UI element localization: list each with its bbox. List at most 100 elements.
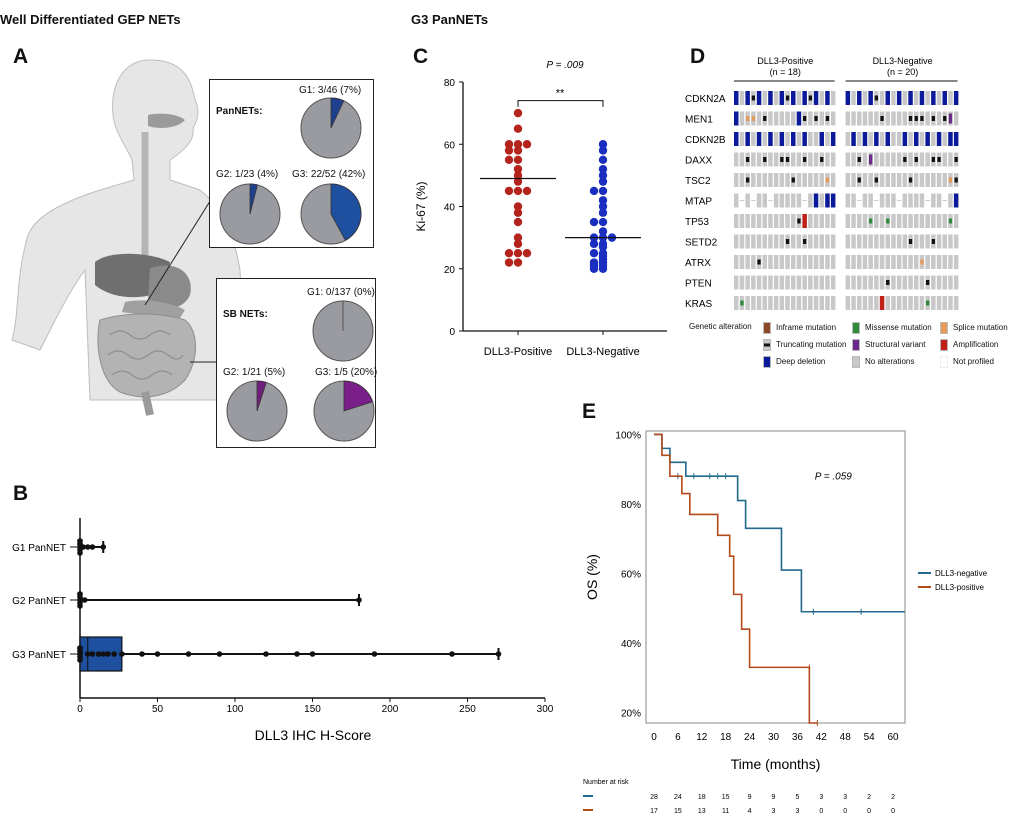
mark-truncating	[785, 157, 790, 162]
oncoprint-cell	[734, 173, 739, 187]
oncoprint-cell	[868, 234, 873, 249]
mark-truncating	[943, 116, 947, 121]
x-tick-label: 0	[651, 732, 657, 743]
oncoprint-cell	[902, 132, 908, 146]
mark-truncating	[763, 157, 767, 162]
mark-truncating	[825, 116, 830, 121]
y-tick-label: 40%	[621, 639, 641, 650]
mark-truncating	[920, 116, 924, 121]
oncoprint-cell	[868, 173, 873, 187]
oncoprint-cell	[739, 91, 745, 105]
oncoprint-cell	[879, 214, 885, 228]
oncoprint-cell	[896, 152, 902, 167]
mark-truncating	[803, 239, 807, 244]
data-point	[598, 177, 608, 186]
mark-splice	[751, 116, 755, 121]
risk-count: 0	[843, 808, 847, 815]
pie-pan-g1	[300, 97, 362, 159]
oncoprint-cell	[762, 234, 767, 249]
mark-truncating	[886, 280, 890, 285]
oncoprint-cell	[868, 296, 873, 310]
legend-label: Deep deletion	[776, 357, 826, 367]
oncoprint-cell	[773, 132, 779, 146]
x-tick-label: 12	[696, 732, 708, 743]
oncoprint-cell	[953, 91, 959, 105]
oncoprint-cell	[779, 91, 785, 105]
pie-label-pan-g1: G1: 3/46 (7%)	[299, 85, 362, 96]
data-point	[100, 651, 107, 657]
oncoprint-cell	[936, 214, 942, 228]
oncoprint-cell	[802, 275, 807, 290]
oncoprint-cell	[908, 132, 913, 146]
oncoprint-cell	[857, 111, 862, 126]
oncoprint-cell	[862, 91, 868, 105]
oncoprint-cell	[953, 214, 959, 228]
oncoprint-cell	[785, 193, 790, 208]
mark-splice	[825, 177, 830, 183]
oncoprint-cell	[902, 234, 908, 249]
oncoprint-cell	[791, 214, 796, 228]
oncoprint-cell	[885, 193, 890, 208]
group-name: DLL3-Positive	[757, 56, 813, 66]
data-point	[513, 155, 523, 165]
oncoprint-cell	[919, 193, 925, 208]
oncoprint-cell	[851, 275, 856, 290]
oncoprint-cell	[813, 193, 819, 208]
oncoprint-cell	[857, 296, 862, 310]
gene-label: MTAP	[685, 197, 712, 208]
oncoprint-cell	[825, 255, 830, 269]
oncoprint-cell	[896, 132, 902, 146]
mark-truncating	[857, 157, 861, 162]
pie-slice	[249, 183, 258, 215]
oncoprint-cell	[745, 234, 750, 249]
oncoprint-cell	[830, 91, 836, 105]
legend-label: DLL3-positive	[935, 583, 984, 592]
data-point	[598, 264, 608, 273]
legend-not-profiled: Not profiled	[940, 356, 994, 368]
gene-label: PTEN	[685, 279, 712, 290]
mark-truncating	[820, 157, 824, 162]
legend-label: No alterations	[865, 357, 915, 367]
oncoprint-cell	[808, 152, 813, 167]
oncoprint-cell	[756, 234, 762, 249]
data-point	[598, 155, 608, 165]
oncoprint-cell	[845, 255, 851, 269]
oncoprint-cell	[902, 255, 908, 269]
oncoprint-cell	[914, 132, 919, 146]
oncoprint-cell	[734, 296, 739, 310]
oncoprint-cell	[885, 234, 890, 249]
oncoprint-cell	[762, 193, 767, 208]
data-point	[513, 140, 523, 149]
data-point	[513, 146, 523, 155]
oncoprint-cell	[919, 234, 925, 249]
oncoprint-cell	[779, 193, 785, 208]
oncoprint-cell	[785, 275, 790, 290]
oncoprint-cell	[914, 91, 919, 105]
data-point	[105, 651, 111, 657]
risk-count: 17	[650, 808, 658, 815]
data-point	[495, 651, 502, 657]
legend-label: Missense mutation	[865, 323, 932, 333]
oncoprint-cell	[862, 193, 868, 208]
oncoprint-cell	[845, 275, 851, 290]
oncoprint-cell	[925, 173, 930, 187]
oncoprint-cell	[879, 173, 885, 187]
y-axis-title: OS (%)	[584, 554, 600, 600]
oncoprint-cell	[896, 91, 902, 105]
data-point	[522, 248, 532, 258]
data-point	[589, 239, 599, 249]
oncoprint-cell	[885, 91, 890, 105]
x-tick-label: 18	[720, 732, 732, 743]
oncoprint-cell	[802, 255, 807, 269]
oncoprint-cell	[885, 132, 890, 146]
data-point	[77, 550, 83, 556]
oncoprint-cell	[745, 91, 750, 105]
x-axis-title: Time (months)	[731, 756, 821, 772]
oncoprint-cell	[808, 275, 813, 290]
body-silhouette	[11, 59, 246, 401]
oncoprint-cell	[879, 91, 885, 105]
risk-count: 2	[891, 794, 895, 801]
oncoprint-cell	[851, 214, 856, 228]
pie-sb-g1	[312, 300, 374, 362]
oncoprint-cell	[779, 275, 785, 290]
